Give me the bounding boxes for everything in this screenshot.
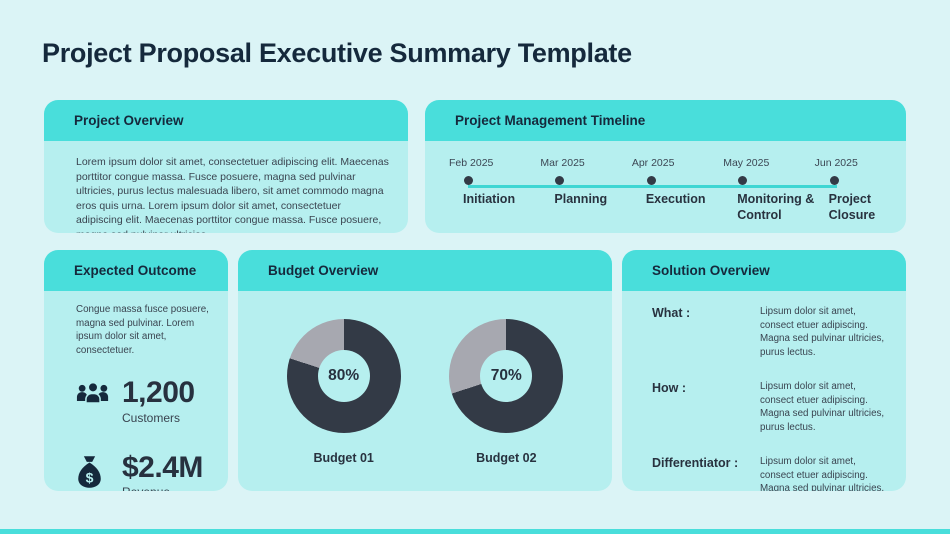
budget-overview-card: Budget Overview 80% Budget 01 70% Budget… — [238, 250, 612, 491]
customers-label: Customers — [122, 410, 181, 425]
timeline-milestone: Mar 2025 Planning — [540, 157, 631, 224]
page-title: Project Proposal Executive Summary Templ… — [42, 38, 632, 68]
budget-01-chart: 80% Budget 01 — [286, 319, 401, 465]
timeline-milestone: Jun 2025 Project Closure — [815, 157, 906, 224]
customers-value: 1,200 — [122, 376, 195, 409]
milestone-date: Mar 2025 — [540, 157, 585, 169]
expected-outcome-text: Congue massa fusce posuere, magna sed pu… — [76, 304, 209, 356]
budget-02-percentage: 70% — [490, 367, 522, 384]
milestone-label: Project Closure — [828, 192, 876, 223]
customers-stat: 1,200 Customers — [76, 377, 215, 425]
project-overview-card: Project Overview Lorem ipsum dolor sit a… — [44, 100, 408, 233]
expected-outcome-header: Expected Outcome — [44, 250, 228, 291]
solution-overview-card: Solution Overview What : Lipsum dolor si… — [622, 250, 906, 491]
milestone-dot-icon — [646, 176, 656, 185]
budget-02-label: Budget 02 — [476, 451, 537, 465]
solution-overview-title: Solution Overview — [652, 263, 770, 278]
budget-01-percentage: 80% — [328, 367, 360, 384]
revenue-stat: $ $2.4M Revenue — [76, 450, 215, 491]
solution-row-what: What : Lipsum dolor sit amet, consect et… — [652, 305, 890, 359]
milestone-dot-icon — [738, 176, 748, 185]
budget-overview-header: Budget Overview — [238, 250, 612, 291]
milestone-date: Apr 2025 — [631, 157, 675, 169]
solution-differentiator-label: Differentiator : — [652, 456, 739, 470]
top-row: Project Overview Lorem ipsum dolor sit a… — [44, 100, 906, 233]
project-overview-body: Lorem ipsum dolor sit amet, consectetuer… — [44, 141, 408, 233]
solution-what-label: What : — [652, 306, 691, 320]
milestone-label: Initiation — [463, 192, 516, 206]
budget-01-label: Budget 01 — [313, 451, 374, 465]
timeline-title: Project Management Timeline — [455, 113, 646, 128]
milestone-label: Planning — [554, 192, 608, 206]
timeline-connector-line — [468, 185, 837, 188]
revenue-label: Revenue — [122, 485, 203, 491]
budget-overview-title: Budget Overview — [268, 263, 379, 278]
expected-outcome-card: Expected Outcome Congue massa fusce posu… — [44, 250, 228, 491]
budget-02-donut-hole — [480, 350, 533, 402]
expected-outcome-title: Expected Outcome — [74, 263, 197, 278]
project-overview-header: Project Overview — [44, 100, 408, 141]
milestone-date: Jun 2025 — [814, 157, 858, 169]
solution-differentiator-text: Lipsum dolor sit amet, consect etuer adi… — [760, 456, 885, 491]
milestone-dot-icon — [555, 176, 565, 185]
timeline-track: Feb 2025 Initiation Mar 2025 Planning Ap… — [425, 141, 906, 224]
svg-text:$: $ — [86, 469, 94, 485]
budget-02-chart: 70% Budget 02 — [449, 319, 564, 465]
timeline-milestone: Feb 2025 Initiation — [449, 157, 540, 224]
milestone-label: Monitoring & Control — [737, 192, 815, 223]
budget-01-donut: 80% — [286, 319, 401, 433]
project-overview-text: Lorem ipsum dolor sit amet, consectetuer… — [76, 156, 389, 233]
timeline-milestone: Apr 2025 Execution — [632, 157, 723, 224]
solution-row-how: How : Lipsum dolor sit amet, consect etu… — [652, 380, 890, 434]
people-group-icon — [76, 380, 110, 407]
bottom-row: Expected Outcome Congue massa fusce posu… — [44, 250, 906, 491]
timeline-header: Project Management Timeline — [425, 100, 906, 141]
customers-stat-text: 1,200 Customers — [122, 377, 195, 425]
solution-how-text: Lipsum dolor sit amet, consect etuer adi… — [760, 381, 885, 433]
solution-overview-header: Solution Overview — [622, 250, 906, 291]
footer-accent-bar — [0, 529, 950, 534]
milestone-date: May 2025 — [723, 157, 770, 169]
solution-how-label: How : — [652, 381, 687, 395]
revenue-stat-text: $2.4M Revenue — [122, 450, 203, 491]
budget-02-donut: 70% — [449, 319, 564, 433]
revenue-value: $2.4M — [122, 450, 203, 484]
expected-outcome-body: Congue massa fusce posuere, magna sed pu… — [44, 291, 228, 491]
timeline-card: Project Management Timeline Feb 2025 Ini… — [425, 100, 906, 233]
timeline-milestone: May 2025 Monitoring & Control — [723, 157, 814, 224]
milestone-date: Feb 2025 — [449, 157, 494, 169]
solution-what-text: Lipsum dolor sit amet, consect etuer adi… — [760, 306, 885, 358]
milestone-dot-icon — [464, 176, 473, 185]
money-bag-icon: $ — [76, 455, 110, 489]
project-overview-title: Project Overview — [74, 113, 184, 128]
timeline-body: Feb 2025 Initiation Mar 2025 Planning Ap… — [425, 141, 906, 233]
budget-01-donut-hole — [317, 350, 370, 402]
solution-overview-body: What : Lipsum dolor sit amet, consect et… — [622, 291, 906, 491]
solution-row-differentiator: Differentiator : Lipsum dolor sit amet, … — [652, 455, 890, 491]
milestone-dot-icon — [829, 176, 839, 185]
budget-overview-body: 80% Budget 01 70% Budget 02 — [238, 291, 612, 491]
milestone-label: Execution — [645, 192, 706, 206]
